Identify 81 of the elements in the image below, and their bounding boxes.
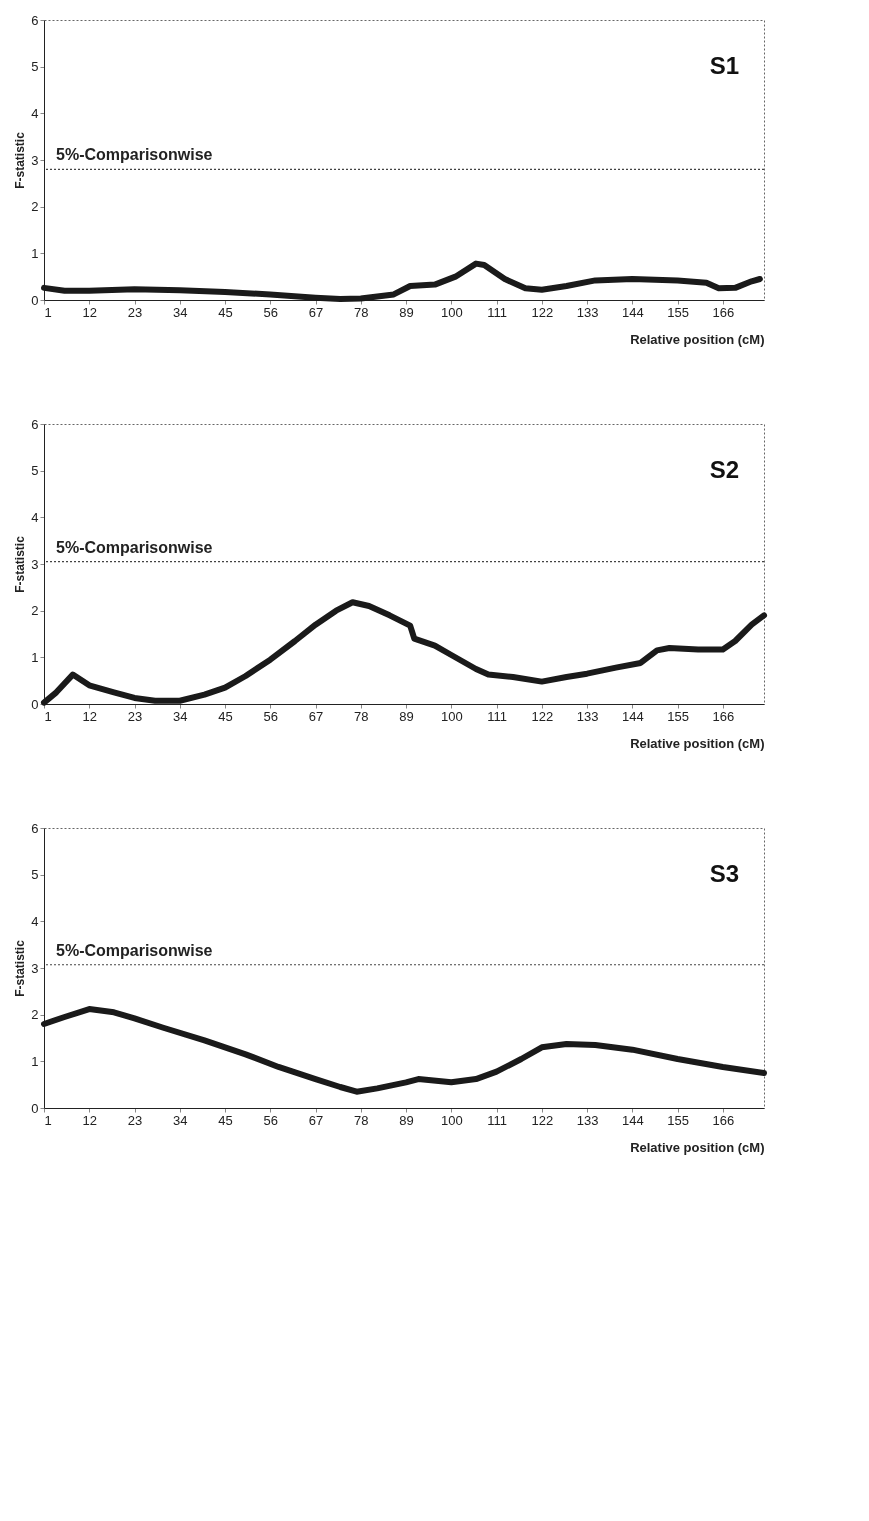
y-tick-label: 2 <box>31 199 39 215</box>
x-tick-label: 67 <box>308 708 324 724</box>
y-axis-title: F-statistic <box>13 535 28 593</box>
x-tick-label: 122 <box>531 304 554 320</box>
annotation: S2 <box>709 456 739 483</box>
x-tick-label: 133 <box>576 1112 599 1128</box>
x-axis-title: Relative position (cM) <box>630 331 765 347</box>
x-tick-label: 34 <box>173 304 188 320</box>
y-tick-label: 5 <box>31 59 39 75</box>
x-tick-label: 111 <box>487 708 507 724</box>
x-tick-label: 67 <box>308 304 324 320</box>
y-tick-label: 3 <box>31 152 39 168</box>
x-axis-title: Relative position (cM) <box>630 1139 765 1155</box>
y-tick-label: 2 <box>31 603 39 619</box>
y-axis-title: F-statistic <box>13 131 28 189</box>
annotation: S1 <box>709 52 739 79</box>
ref-line-label: 5%-Comparisonwise <box>56 146 213 164</box>
y-tick-label: 6 <box>31 416 39 432</box>
x-tick-label: 166 <box>712 1112 735 1128</box>
y-tick-label: 1 <box>31 1053 39 1069</box>
x-tick-label: 12 <box>82 708 97 724</box>
x-tick-label: 111 <box>487 304 507 320</box>
y-tick-label: 0 <box>31 696 39 712</box>
x-tick-label: 166 <box>712 708 735 724</box>
x-tick-label: 34 <box>173 1112 188 1128</box>
x-tick-label: 100 <box>440 1112 463 1128</box>
x-tick-label: 100 <box>440 708 463 724</box>
x-tick-label: 23 <box>127 708 143 724</box>
x-tick-label: 111 <box>487 1112 507 1128</box>
y-tick-label: 6 <box>31 12 39 28</box>
x-tick-label: 122 <box>531 1112 554 1128</box>
x-tick-label: 144 <box>621 304 644 320</box>
x-tick-label: 155 <box>667 1112 689 1128</box>
y-tick-label: 4 <box>31 913 39 929</box>
x-tick-label: 78 <box>354 708 369 724</box>
y-tick-label: 1 <box>31 245 39 261</box>
ref-line-label: 5%-Comparisonwise <box>56 538 213 556</box>
x-tick-label: 1 <box>44 304 52 320</box>
y-tick-label: 1 <box>31 649 39 665</box>
x-tick-label: 45 <box>218 1112 233 1128</box>
y-axis-title: F-statistic <box>13 939 28 997</box>
y-tick-label: 5 <box>31 867 39 883</box>
x-tick-label: 23 <box>127 1112 143 1128</box>
x-tick-label: 133 <box>576 304 599 320</box>
y-tick-label: 3 <box>31 960 39 976</box>
x-tick-label: 89 <box>399 708 414 724</box>
x-tick-label: 67 <box>308 1112 324 1128</box>
x-axis-title: Relative position (cM) <box>630 735 765 751</box>
x-tick-label: 166 <box>712 304 735 320</box>
x-tick-label: 144 <box>621 708 644 724</box>
x-tick-label: 1 <box>44 1112 52 1128</box>
x-tick-label: 23 <box>127 304 143 320</box>
y-tick-label: 4 <box>31 509 39 525</box>
x-tick-label: 155 <box>667 304 689 320</box>
x-tick-label: 56 <box>263 708 279 724</box>
x-tick-label: 100 <box>440 304 463 320</box>
x-tick-label: 89 <box>399 1112 414 1128</box>
x-tick-label: 12 <box>82 304 97 320</box>
y-tick-label: 4 <box>31 105 39 121</box>
annotation: S3 <box>709 860 739 887</box>
x-tick-label: 155 <box>667 708 689 724</box>
x-tick-label: 144 <box>621 1112 644 1128</box>
x-tick-label: 1 <box>44 708 52 724</box>
x-tick-label: 122 <box>531 708 554 724</box>
y-tick-label: 0 <box>31 1100 39 1116</box>
x-tick-label: 45 <box>218 304 233 320</box>
ref-line-label: 5%-Comparisonwise <box>56 941 213 959</box>
x-tick-label: 133 <box>576 708 599 724</box>
y-tick-label: 0 <box>31 292 39 308</box>
x-tick-label: 78 <box>354 1112 369 1128</box>
y-tick-label: 6 <box>31 820 39 836</box>
y-tick-label: 3 <box>31 556 39 572</box>
x-tick-label: 56 <box>263 304 279 320</box>
x-tick-label: 34 <box>173 708 188 724</box>
x-tick-label: 89 <box>399 304 414 320</box>
x-tick-label: 56 <box>263 1112 279 1128</box>
x-tick-label: 78 <box>354 304 369 320</box>
x-tick-label: 45 <box>218 708 233 724</box>
y-tick-label: 5 <box>31 463 39 479</box>
x-tick-label: 12 <box>82 1112 97 1128</box>
y-tick-label: 2 <box>31 1007 39 1023</box>
